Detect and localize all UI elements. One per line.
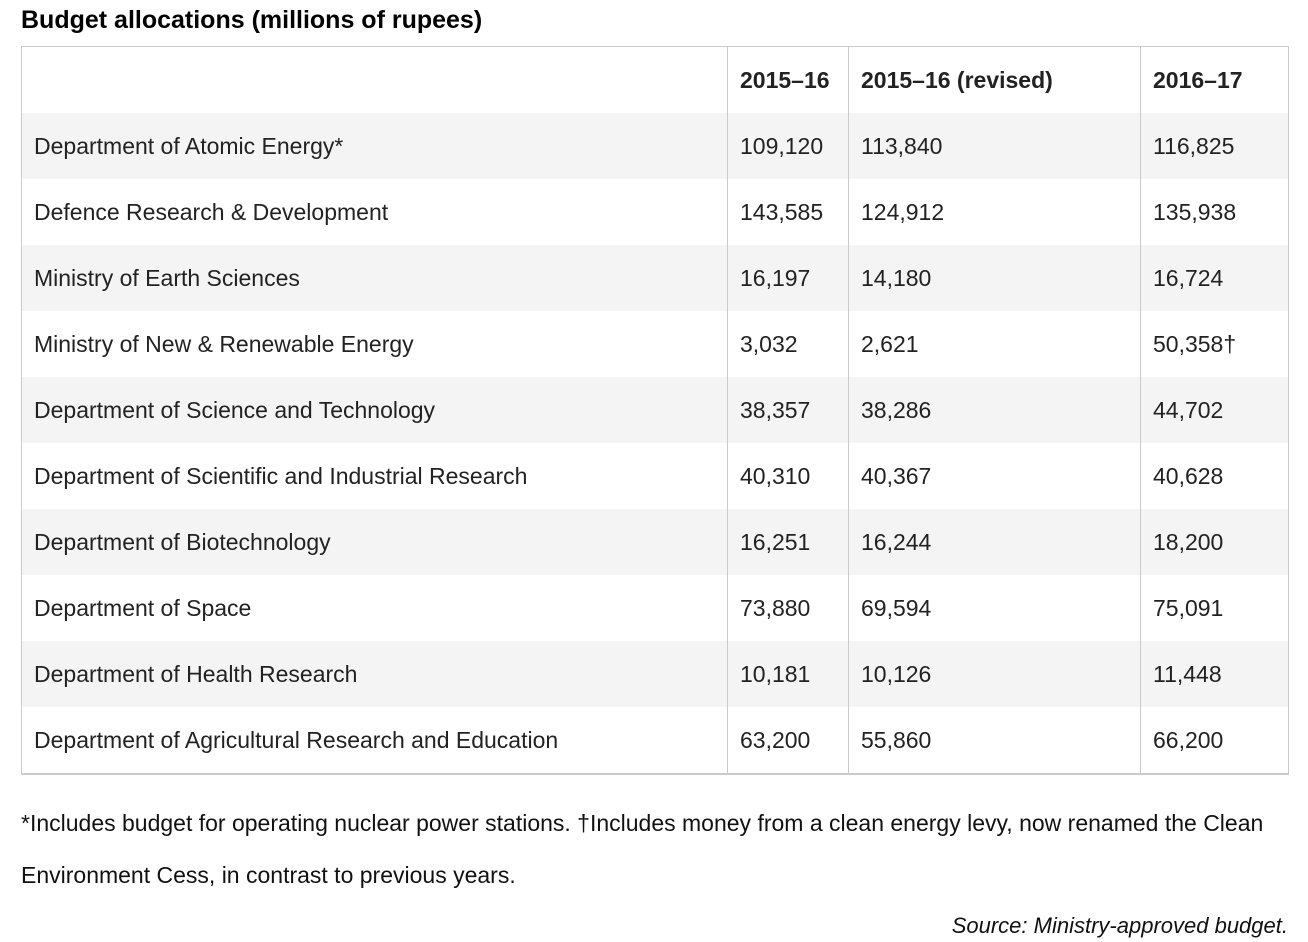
row-label: Department of Agricultural Research and … (34, 727, 559, 753)
table-row: Defence Research & Development 143,585 1… (22, 179, 1289, 245)
row-label: Department of Scientific and Industrial … (34, 463, 528, 489)
cell-2015-16: 16,197 (727, 245, 849, 311)
table-header: 2015–16 2015–16 (revised) 2016–17 (21, 46, 1289, 113)
header-cell-2015-16: 2015–16 (727, 46, 849, 113)
cell-2015-16: 109,120 (727, 113, 849, 179)
cell-2016-17: 50,358† (1140, 311, 1289, 377)
header-cell-2016-17: 2016–17 (1140, 46, 1289, 113)
row-label: Ministry of New & Renewable Energy (34, 331, 414, 357)
cell-2016-17: 40,628 (1140, 443, 1289, 509)
row-label: Department of Space (34, 595, 252, 621)
cell-2015-16: 10,181 (727, 641, 849, 707)
cell-2015-16-revised: 2,621 (848, 311, 1141, 377)
page-title: Budget allocations (millions of rupees) (21, 6, 483, 34)
cell-2015-16-revised: 38,286 (848, 377, 1141, 443)
row-label: Department of Health Research (34, 661, 358, 687)
table-row: Ministry of Earth Sciences 16,197 14,180… (21, 245, 1289, 311)
cell-2016-17: 116,825 (1140, 113, 1289, 179)
cell-2016-17: 11,448 (1140, 641, 1289, 707)
cell-2015-16: 143,585 (727, 179, 849, 245)
budget-table: 2015–16 2015–16 (revised) 2016–17 Depart… (21, 46, 1289, 775)
cell-2015-16-revised: 69,594 (848, 575, 1141, 641)
table-body: Department of Atomic Energy* 109,120 113… (21, 113, 1289, 774)
table-row: Department of Science and Technology 38,… (21, 377, 1289, 443)
cell-2015-16-revised: 14,180 (848, 245, 1141, 311)
row-label: Department of Biotechnology (34, 529, 331, 555)
cell-2016-17: 135,938 (1140, 179, 1289, 245)
cell-2015-16-revised: 10,126 (848, 641, 1141, 707)
row-label: Ministry of Earth Sciences (34, 265, 300, 291)
cell-2015-16: 40,310 (727, 443, 849, 509)
table-row: Department of Scientific and Industrial … (22, 443, 1289, 509)
row-label: Defence Research & Development (34, 199, 389, 225)
cell-2016-17: 16,724 (1140, 245, 1289, 311)
cell-2015-16-revised: 124,912 (848, 179, 1141, 245)
row-label: Department of Atomic Energy* (34, 133, 344, 159)
cell-2016-17: 44,702 (1140, 377, 1289, 443)
header-cell-2015-16-revised: 2015–16 (revised) (848, 46, 1141, 113)
table-row: Department of Space 73,880 69,594 75,091 (22, 575, 1289, 641)
cell-2016-17: 66,200 (1140, 707, 1289, 774)
table-row: Department of Biotechnology 16,251 16,24… (21, 509, 1289, 575)
cell-2015-16: 63,200 (727, 707, 849, 774)
source-credit: Source: Ministry-approved budget. (951, 913, 1288, 938)
table-row: Department of Atomic Energy* 109,120 113… (21, 113, 1289, 179)
header-row: 2015–16 2015–16 (revised) 2016–17 (21, 46, 1289, 113)
cell-2016-17: 75,091 (1140, 575, 1289, 641)
table-row: Department of Health Research 10,181 10,… (21, 641, 1289, 707)
table-row: Ministry of New & Renewable Energy 3,032… (22, 311, 1289, 377)
cell-2015-16: 73,880 (727, 575, 849, 641)
cell-2015-16-revised: 113,840 (848, 113, 1141, 179)
cell-2015-16: 16,251 (727, 509, 849, 575)
cell-2015-16-revised: 40,367 (848, 443, 1141, 509)
cell-2015-16: 38,357 (727, 377, 849, 443)
row-label: Department of Science and Technology (34, 397, 436, 423)
cell-2016-17: 18,200 (1140, 509, 1289, 575)
cell-2015-16: 3,032 (727, 311, 849, 377)
header-cell-blank (21, 46, 728, 113)
footnote-text: *Includes budget for operating nuclear p… (21, 810, 1264, 888)
cell-2015-16-revised: 16,244 (848, 509, 1141, 575)
table-row: Department of Agricultural Research and … (22, 707, 1289, 774)
cell-2015-16-revised: 55,860 (848, 707, 1141, 774)
